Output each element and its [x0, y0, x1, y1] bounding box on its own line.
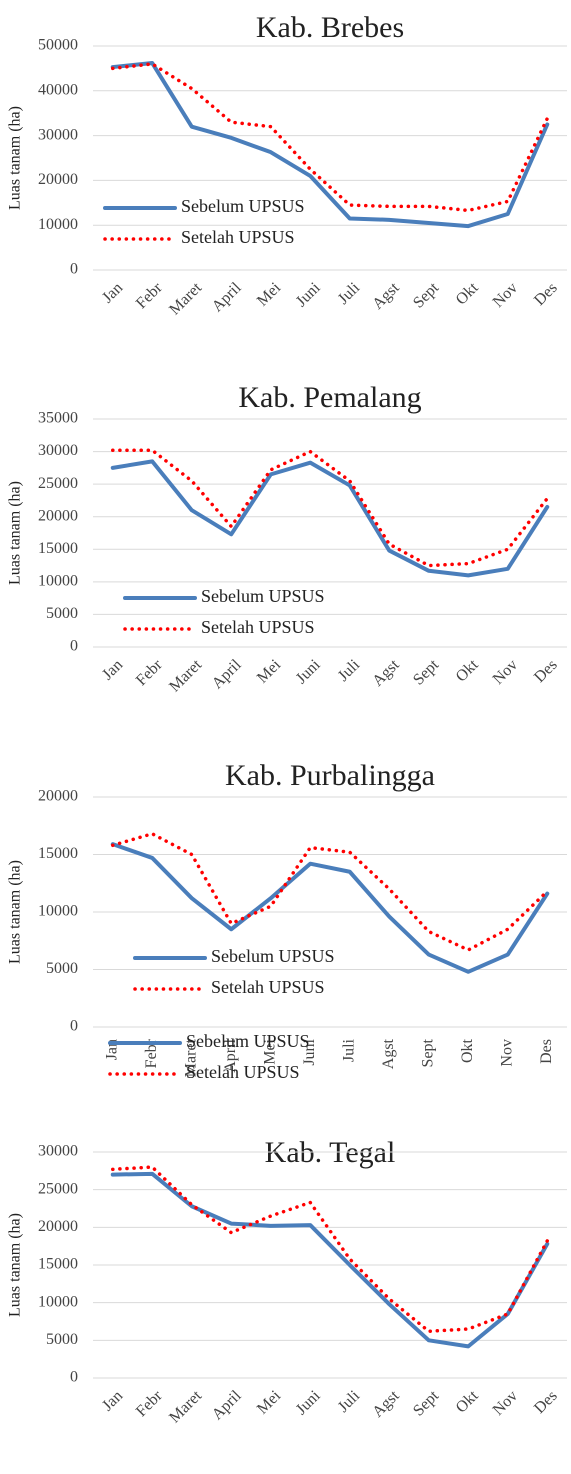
chart-title: Kab. Pemalang: [238, 381, 421, 414]
x-tick-label: Juni: [293, 656, 324, 687]
y-tick-label: 0: [70, 1018, 78, 1035]
x-tick-label: Jan: [99, 1387, 126, 1414]
y-tick-label: 5000: [46, 605, 78, 622]
y-tick-label: 5000: [46, 1331, 78, 1348]
y-tick-label: 40000: [38, 81, 78, 98]
x-tick-label: Des: [538, 1039, 555, 1064]
x-tick-label: Nov: [490, 1387, 522, 1419]
x-tick-label: Okt: [453, 656, 482, 685]
chart-title: Kab. Purbalingga: [225, 759, 435, 792]
x-tick-label: Nov: [490, 656, 522, 688]
y-axis-label: Luas tanam (ha): [7, 1213, 24, 1317]
x-tick-label: Nov: [498, 1039, 515, 1067]
y-tick-label: 25000: [38, 1180, 78, 1197]
y-tick-label: 30000: [38, 1143, 78, 1160]
x-tick-label: Febr: [143, 1038, 160, 1068]
x-tick-label: Juli: [340, 1038, 357, 1062]
x-tick-label: Juni: [293, 1387, 324, 1418]
x-tick-label: Maret: [166, 656, 205, 695]
y-tick-label: 15000: [38, 540, 78, 557]
x-tick-label: Juli: [335, 279, 364, 308]
x-tick-label: Des: [531, 656, 561, 686]
x-tick-label: Agst: [369, 656, 403, 690]
x-tick-label: Agst: [369, 279, 403, 313]
y-tick-label: 30000: [38, 126, 78, 143]
x-tick-label: Okt: [453, 279, 482, 308]
chart-title: Kab. Brebes: [256, 11, 404, 44]
x-tick-label: April: [222, 1038, 239, 1072]
series-line: [111, 62, 549, 213]
legend-label: Sebelum UPSUS: [211, 946, 335, 966]
x-tick-label: Mei: [254, 1387, 285, 1418]
series-line: [110, 61, 550, 229]
y-tick-label: 20000: [38, 507, 78, 524]
y-axis-label: Luas tanam (ha): [7, 106, 24, 210]
x-tick-label: Agst: [380, 1038, 397, 1069]
y-tick-label: 10000: [38, 1293, 78, 1310]
x-tick-label: Juni: [293, 279, 324, 310]
x-tick-label: Juni: [301, 1038, 318, 1065]
x-tick-label: Sept: [419, 1038, 436, 1067]
legend-label: Sebelum UPSUS: [186, 1031, 310, 1051]
y-tick-label: 0: [70, 261, 78, 278]
x-tick-label: Juli: [335, 656, 364, 685]
x-tick-label: Okt: [453, 1387, 482, 1416]
x-tick-label: Maret: [166, 1387, 205, 1426]
x-tick-label: Febr: [133, 279, 166, 312]
x-tick-label: Des: [531, 279, 561, 309]
x-tick-label: Maret: [166, 279, 205, 318]
y-tick-label: 15000: [38, 845, 78, 862]
x-tick-label: Febr: [133, 656, 166, 689]
series-line: [110, 459, 550, 578]
series-line: [110, 1171, 550, 1349]
x-tick-label: Jan: [99, 279, 126, 306]
legend-label: Setelah UPSUS: [186, 1062, 300, 1082]
x-tick-label: April: [209, 1387, 245, 1423]
y-tick-label: 50000: [38, 37, 78, 54]
x-tick-label: Sept: [410, 656, 443, 689]
x-tick-label: April: [209, 656, 245, 692]
y-tick-label: 20000: [38, 171, 78, 188]
x-tick-label: Mei: [254, 279, 285, 310]
y-tick-label: 5000: [46, 960, 78, 977]
y-tick-label: 0: [70, 1369, 78, 1386]
x-tick-label: Mei: [261, 1038, 278, 1064]
y-tick-label: 0: [70, 638, 78, 655]
y-tick-label: 10000: [38, 903, 78, 920]
y-tick-label: 35000: [38, 410, 78, 427]
series-line: [110, 842, 550, 974]
x-tick-label: Mei: [254, 656, 285, 687]
legend-label: Sebelum UPSUS: [201, 586, 325, 606]
y-tick-label: 10000: [38, 573, 78, 590]
x-tick-label: Sept: [410, 1387, 443, 1420]
x-tick-label: Maret: [182, 1038, 199, 1077]
legend-label: Setelah UPSUS: [201, 617, 315, 637]
legend-label: Setelah UPSUS: [211, 977, 325, 997]
series-line: [111, 832, 549, 952]
series-line: [111, 1165, 549, 1334]
x-tick-label: Febr: [133, 1387, 166, 1420]
x-tick-label: Okt: [459, 1038, 476, 1063]
y-tick-label: 30000: [38, 442, 78, 459]
x-tick-label: Des: [531, 1387, 561, 1417]
y-axis-label: Luas tanam (ha): [7, 860, 24, 964]
x-tick-label: Nov: [490, 279, 522, 311]
y-tick-label: 20000: [38, 1218, 78, 1235]
y-axis-label: Luas tanam (ha): [7, 481, 24, 585]
series-line: [111, 448, 549, 568]
y-tick-label: 15000: [38, 1256, 78, 1273]
y-tick-label: 20000: [38, 788, 78, 805]
legend-label: Sebelum UPSUS: [181, 196, 305, 216]
x-tick-label: Sept: [410, 279, 443, 312]
y-tick-label: 25000: [38, 475, 78, 492]
x-tick-label: Jan: [99, 656, 126, 683]
x-tick-label: Juli: [335, 1387, 364, 1416]
legend-label: Setelah UPSUS: [181, 227, 295, 247]
x-tick-label: April: [209, 279, 245, 315]
x-tick-label: Agst: [369, 1387, 403, 1421]
y-tick-label: 10000: [38, 216, 78, 233]
